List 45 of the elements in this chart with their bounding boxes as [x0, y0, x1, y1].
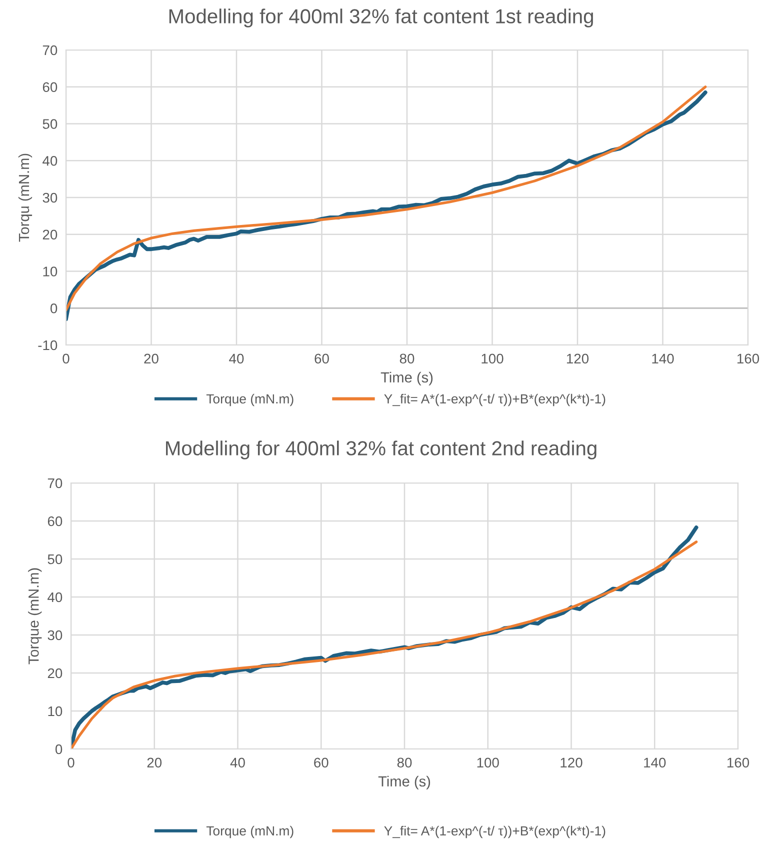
- legend-label: Y_fit= A*(1-exp^(-t/ τ))+B*(exp^(k*t)-1): [384, 394, 606, 406]
- y-tick-label: 70: [42, 45, 58, 56]
- y-tick-label: 20: [48, 668, 62, 678]
- x-tick-label: 60: [314, 758, 328, 768]
- x-tick-label: 20: [147, 758, 162, 768]
- x-axis-title: Time (s): [378, 776, 430, 790]
- x-tick-label: 80: [397, 758, 412, 768]
- y-tick-label: 50: [48, 554, 62, 564]
- y-tick-label: 30: [48, 630, 62, 640]
- x-axis-title: Time (s): [380, 372, 433, 386]
- chart-title: Modelling for 400ml 32% fat content 1st reading: [169, 8, 593, 28]
- chart-title: Modelling for 400ml 32% fat content 2nd reading: [166, 440, 596, 460]
- y-tick-label: 60: [48, 516, 62, 526]
- x-tick-label: 80: [400, 354, 414, 364]
- x-tick-label: 120: [560, 758, 582, 768]
- y-tick-label: 10: [48, 706, 62, 716]
- x-tick-label: 60: [314, 354, 329, 364]
- y-tick-label: 20: [42, 230, 58, 240]
- x-tick-label: 40: [230, 758, 245, 768]
- x-tick-label: 100: [482, 354, 504, 364]
- y-axis-title: Torqu (mN.m): [18, 154, 32, 242]
- x-tick-label: 100: [477, 758, 499, 768]
- y-axis-title: Torque (mN.m): [28, 568, 42, 664]
- x-tick-label: 0: [62, 354, 70, 364]
- y-tick-label: 30: [42, 192, 58, 203]
- x-tick-label: 0: [68, 758, 74, 768]
- x-tick-label: 40: [229, 354, 244, 364]
- y-tick-label: -10: [38, 340, 58, 350]
- x-tick-label: 20: [144, 354, 158, 364]
- x-tick-label: 140: [652, 354, 674, 364]
- y-tick-label: 60: [42, 82, 58, 92]
- x-tick-label: 140: [644, 758, 666, 768]
- y-tick-label: 50: [42, 119, 58, 129]
- legend-label: Torque (mN.m): [206, 394, 294, 406]
- legend-label: Y_fit= A*(1-exp^(-t/ τ))+B*(exp^(k*t)-1): [384, 826, 606, 838]
- y-tick-label: 10: [43, 266, 58, 276]
- y-tick-label: 40: [48, 592, 62, 602]
- y-tick-label: 0: [50, 303, 58, 314]
- x-tick-label: 160: [727, 758, 750, 768]
- y-tick-label: 40: [42, 156, 58, 166]
- y-tick-label: 70: [48, 478, 62, 488]
- x-tick-label: 120: [566, 354, 589, 364]
- y-tick-label: 0: [55, 744, 62, 754]
- x-tick-label: 160: [737, 354, 760, 364]
- legend-label: Torque (mN.m): [206, 826, 294, 838]
